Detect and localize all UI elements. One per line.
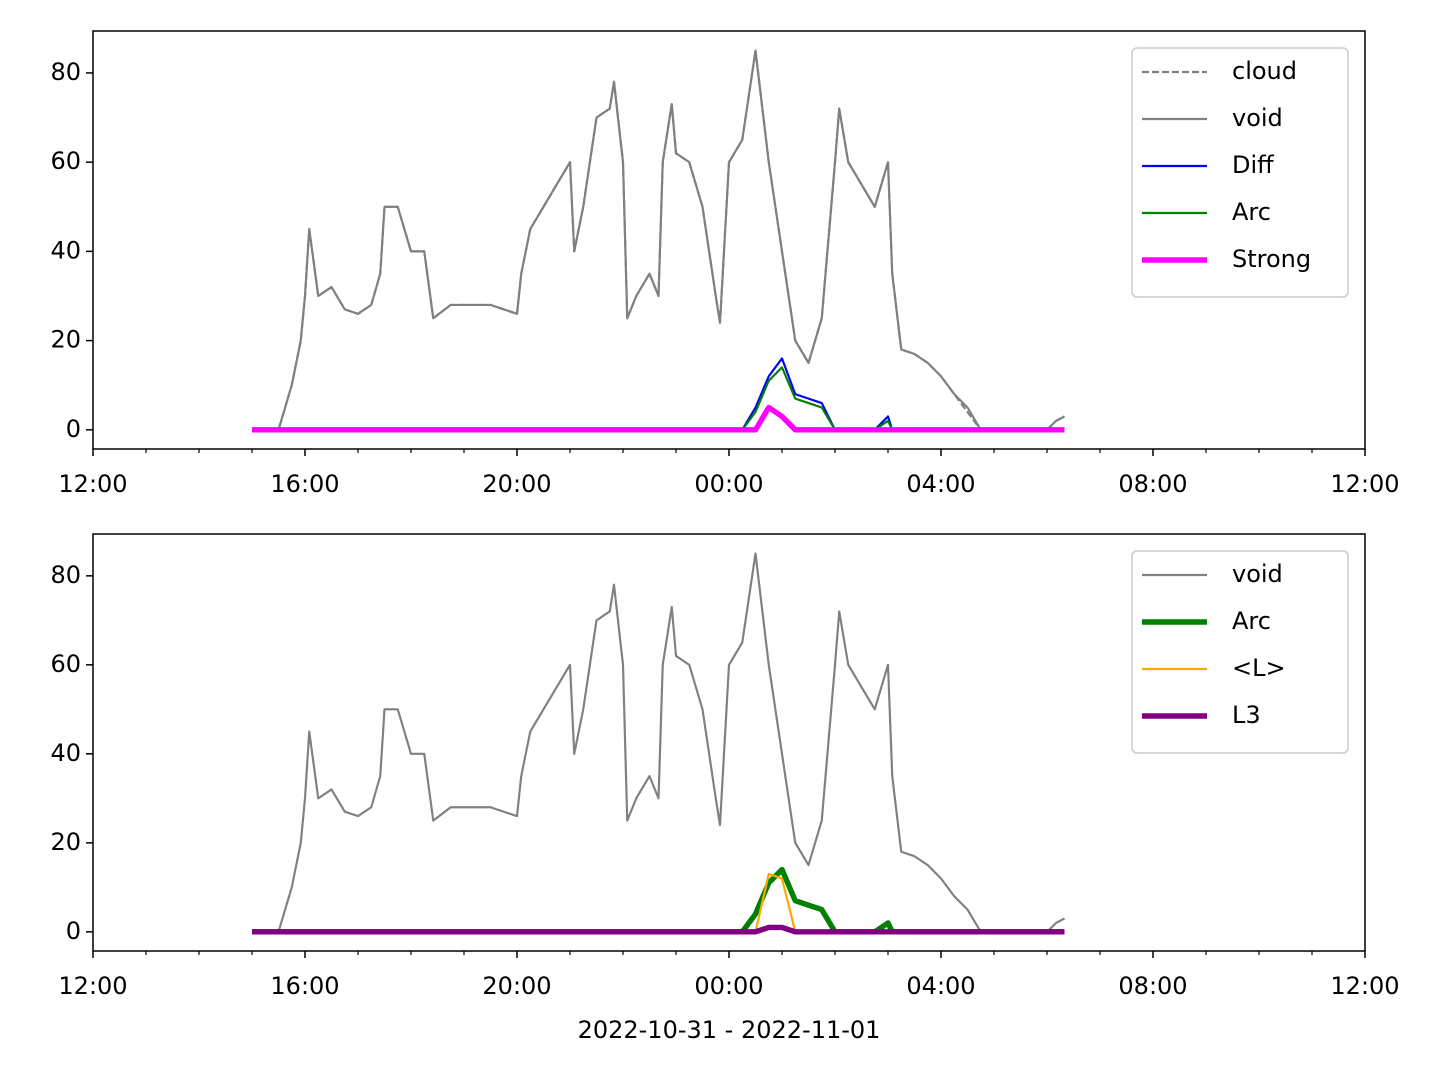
x-tick-label: 00:00 — [694, 470, 763, 498]
y-tick-label: 40 — [50, 236, 81, 264]
legend-label: void — [1232, 560, 1283, 588]
x-tick-label: 08:00 — [1118, 470, 1187, 498]
series-line — [252, 872, 1065, 933]
y-tick-label: 20 — [50, 326, 81, 354]
series-line — [252, 357, 1065, 431]
legend-frame — [1131, 47, 1349, 298]
y-tick-label: 0 — [66, 415, 81, 443]
legend-label: Diff — [1232, 151, 1274, 179]
x-tick-label: 12:00 — [58, 470, 127, 498]
legend-label: cloud — [1232, 57, 1297, 85]
legend-label: Strong — [1232, 245, 1311, 273]
axes-frame — [92, 533, 1366, 952]
y-tick-label: 60 — [50, 147, 81, 175]
legend: void Arc <L> L3 — [1131, 550, 1349, 754]
legend-label: L3 — [1232, 701, 1261, 729]
x-axis-label: 2022-10-31 - 2022-11-01 — [578, 1016, 881, 1044]
y-tick-label: 40 — [50, 739, 81, 767]
x-tick-label: 12:00 — [58, 972, 127, 1000]
series-line — [252, 552, 1065, 933]
legend-label: void — [1232, 104, 1283, 132]
y-tick-label: 80 — [50, 561, 81, 589]
axes: 0 20 40 60 80 12:00 16:00 20:00 00:00 04:00 08:00 1… — [50, 533, 1400, 1044]
series-line — [252, 404, 1065, 433]
legend-label: Arc — [1232, 607, 1271, 635]
x-tick-label: 16:00 — [270, 470, 339, 498]
x-tick-label: 20:00 — [482, 470, 551, 498]
x-tick-label: 08:00 — [1118, 972, 1187, 1000]
axes: 0 20 40 60 80 12:00 16:00 20:00 00:00 04:00 08:00 1… — [50, 30, 1400, 498]
x-tick-label: 12:00 — [1330, 972, 1399, 1000]
x-tick-label: 12:00 — [1330, 470, 1399, 498]
legend-label: <L> — [1232, 654, 1286, 682]
series-line — [252, 924, 1065, 935]
x-tick-label: 16:00 — [270, 972, 339, 1000]
series-line — [252, 49, 1065, 431]
series-line — [252, 49, 1065, 431]
axes-frame — [92, 30, 1366, 450]
x-tick-label: 00:00 — [694, 972, 763, 1000]
y-tick-label: 0 — [66, 917, 81, 945]
y-tick-label: 20 — [50, 828, 81, 856]
legend: cloud void Diff Arc Strong — [1131, 47, 1349, 298]
legend-label: Arc — [1232, 198, 1271, 226]
y-tick-label: 80 — [50, 58, 81, 86]
y-tick-label: 60 — [50, 650, 81, 678]
x-tick-label: 04:00 — [906, 470, 975, 498]
legend-frame — [1131, 550, 1349, 754]
x-tick-label: 20:00 — [482, 972, 551, 1000]
x-tick-label: 04:00 — [906, 972, 975, 1000]
